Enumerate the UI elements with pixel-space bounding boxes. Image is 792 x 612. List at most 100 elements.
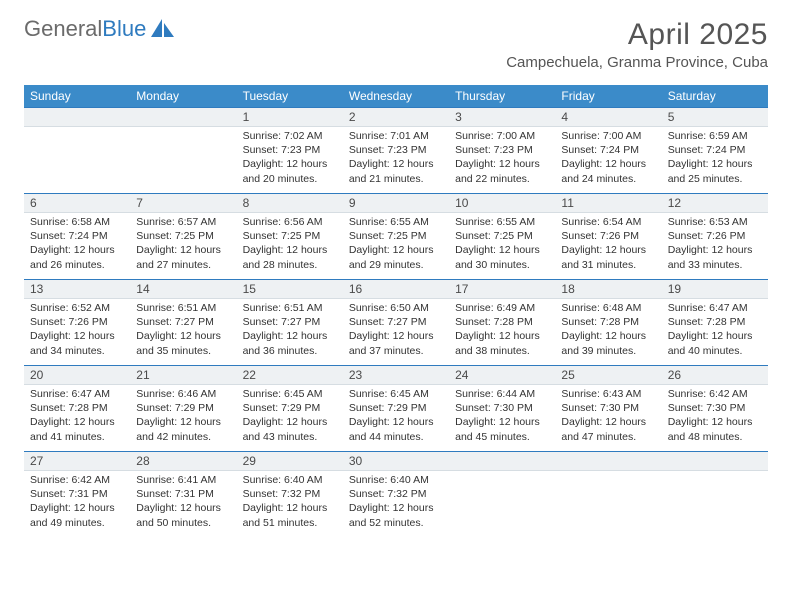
sunrise-line: Sunrise: 6:48 AM xyxy=(561,301,655,315)
sunset-value: 7:28 PM xyxy=(600,316,639,328)
sunset-value: 7:29 PM xyxy=(175,402,214,414)
logo-word2: Blue xyxy=(102,16,146,41)
daylight-line: Daylight: 12 hours and 34 minutes. xyxy=(30,329,124,357)
sunset-value: 7:26 PM xyxy=(600,230,639,242)
sunrise-line: Sunrise: 6:55 AM xyxy=(455,215,549,229)
day-body: Sunrise: 6:46 AMSunset: 7:29 PMDaylight:… xyxy=(130,385,236,448)
day-body: Sunrise: 6:48 AMSunset: 7:28 PMDaylight:… xyxy=(555,299,661,362)
daylight-label: Daylight: xyxy=(561,416,602,428)
sunrise-value: 6:43 AM xyxy=(603,388,642,400)
sunset-value: 7:24 PM xyxy=(706,144,745,156)
calendar-cell: 17Sunrise: 6:49 AMSunset: 7:28 PMDayligh… xyxy=(449,279,555,365)
sunset-value: 7:24 PM xyxy=(600,144,639,156)
sunrise-line: Sunrise: 6:50 AM xyxy=(349,301,443,315)
calendar-cell: 24Sunrise: 6:44 AMSunset: 7:30 PMDayligh… xyxy=(449,365,555,451)
sunset-value: 7:27 PM xyxy=(281,316,320,328)
daylight-line: Daylight: 12 hours and 20 minutes. xyxy=(243,157,337,185)
daylight-label: Daylight: xyxy=(30,244,71,256)
calendar-cell: 18Sunrise: 6:48 AMSunset: 7:28 PMDayligh… xyxy=(555,279,661,365)
sunset-label: Sunset: xyxy=(349,316,385,328)
sunrise-value: 6:40 AM xyxy=(390,474,429,486)
sunset-line: Sunset: 7:28 PM xyxy=(30,401,124,415)
day-body: Sunrise: 6:53 AMSunset: 7:26 PMDaylight:… xyxy=(662,213,768,276)
daylight-label: Daylight: xyxy=(243,416,284,428)
calendar-cell: 30Sunrise: 6:40 AMSunset: 7:32 PMDayligh… xyxy=(343,451,449,537)
logo-text: GeneralBlue xyxy=(24,18,146,40)
sunset-label: Sunset: xyxy=(349,488,385,500)
sunrise-label: Sunrise: xyxy=(561,388,600,400)
sunrise-line: Sunrise: 6:42 AM xyxy=(668,387,762,401)
daylight-line: Daylight: 12 hours and 36 minutes. xyxy=(243,329,337,357)
calendar-cell xyxy=(130,107,236,193)
sunset-line: Sunset: 7:31 PM xyxy=(30,487,124,501)
daylight-label: Daylight: xyxy=(561,158,602,170)
sunrise-line: Sunrise: 6:54 AM xyxy=(561,215,655,229)
sunrise-value: 6:48 AM xyxy=(603,302,642,314)
sunset-line: Sunset: 7:28 PM xyxy=(455,315,549,329)
calendar-cell xyxy=(662,451,768,537)
sunrise-label: Sunrise: xyxy=(30,474,69,486)
sunset-value: 7:28 PM xyxy=(494,316,533,328)
sunrise-label: Sunrise: xyxy=(561,216,600,228)
sunrise-label: Sunrise: xyxy=(561,130,600,142)
sunrise-value: 6:41 AM xyxy=(178,474,217,486)
sunset-value: 7:30 PM xyxy=(600,402,639,414)
day-body: Sunrise: 6:55 AMSunset: 7:25 PMDaylight:… xyxy=(449,213,555,276)
daylight-line: Daylight: 12 hours and 35 minutes. xyxy=(136,329,230,357)
day-body: Sunrise: 7:02 AMSunset: 7:23 PMDaylight:… xyxy=(237,127,343,190)
day-number: 8 xyxy=(237,193,343,213)
sunrise-value: 6:52 AM xyxy=(71,302,110,314)
daylight-label: Daylight: xyxy=(455,416,496,428)
sunrise-value: 7:00 AM xyxy=(497,130,536,142)
sunrise-label: Sunrise: xyxy=(668,216,707,228)
sunrise-label: Sunrise: xyxy=(561,302,600,314)
calendar-row: 6Sunrise: 6:58 AMSunset: 7:24 PMDaylight… xyxy=(24,193,768,279)
sunrise-line: Sunrise: 7:01 AM xyxy=(349,129,443,143)
location: Campechuela, Granma Province, Cuba xyxy=(506,54,768,71)
sunset-value: 7:23 PM xyxy=(387,144,426,156)
sunset-value: 7:25 PM xyxy=(175,230,214,242)
daylight-line: Daylight: 12 hours and 41 minutes. xyxy=(30,415,124,443)
weekday-header: Tuesday xyxy=(237,85,343,107)
daylight-label: Daylight: xyxy=(30,330,71,342)
sunrise-label: Sunrise: xyxy=(243,302,282,314)
sunrise-line: Sunrise: 6:46 AM xyxy=(136,387,230,401)
day-number: 6 xyxy=(24,193,130,213)
daylight-line: Daylight: 12 hours and 44 minutes. xyxy=(349,415,443,443)
sunrise-label: Sunrise: xyxy=(30,388,69,400)
daylight-line: Daylight: 12 hours and 24 minutes. xyxy=(561,157,655,185)
sunrise-label: Sunrise: xyxy=(243,474,282,486)
day-number: 23 xyxy=(343,365,449,385)
calendar-cell: 9Sunrise: 6:55 AMSunset: 7:25 PMDaylight… xyxy=(343,193,449,279)
day-number: 5 xyxy=(662,107,768,127)
sunset-line: Sunset: 7:31 PM xyxy=(136,487,230,501)
sunrise-line: Sunrise: 6:47 AM xyxy=(30,387,124,401)
day-body: Sunrise: 6:40 AMSunset: 7:32 PMDaylight:… xyxy=(237,471,343,534)
daylight-label: Daylight: xyxy=(30,416,71,428)
daylight-label: Daylight: xyxy=(243,330,284,342)
daylight-label: Daylight: xyxy=(668,158,709,170)
sunset-line: Sunset: 7:29 PM xyxy=(349,401,443,415)
day-body: Sunrise: 6:54 AMSunset: 7:26 PMDaylight:… xyxy=(555,213,661,276)
sunrise-line: Sunrise: 6:55 AM xyxy=(349,215,443,229)
day-body: Sunrise: 6:50 AMSunset: 7:27 PMDaylight:… xyxy=(343,299,449,362)
sunrise-value: 6:53 AM xyxy=(709,216,748,228)
sunset-label: Sunset: xyxy=(136,402,172,414)
calendar-row: 20Sunrise: 6:47 AMSunset: 7:28 PMDayligh… xyxy=(24,365,768,451)
sunrise-label: Sunrise: xyxy=(136,388,175,400)
sunrise-label: Sunrise: xyxy=(349,216,388,228)
calendar-row: 27Sunrise: 6:42 AMSunset: 7:31 PMDayligh… xyxy=(24,451,768,537)
daylight-line: Daylight: 12 hours and 40 minutes. xyxy=(668,329,762,357)
sunrise-label: Sunrise: xyxy=(349,388,388,400)
sunrise-value: 6:42 AM xyxy=(71,474,110,486)
sunrise-label: Sunrise: xyxy=(243,388,282,400)
sunrise-line: Sunrise: 6:40 AM xyxy=(349,473,443,487)
sunrise-line: Sunrise: 6:52 AM xyxy=(30,301,124,315)
sunrise-line: Sunrise: 7:00 AM xyxy=(561,129,655,143)
sunrise-line: Sunrise: 6:56 AM xyxy=(243,215,337,229)
day-number: 16 xyxy=(343,279,449,299)
sunrise-value: 6:56 AM xyxy=(284,216,323,228)
day-number: 17 xyxy=(449,279,555,299)
day-number xyxy=(24,107,130,127)
day-number xyxy=(555,451,661,471)
